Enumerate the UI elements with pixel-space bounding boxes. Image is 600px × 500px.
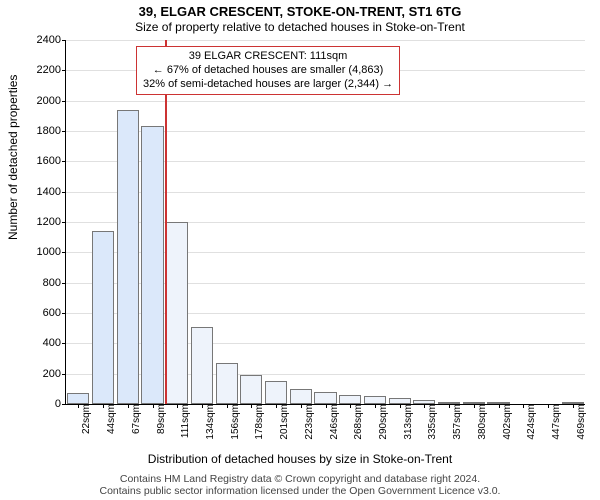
y-tick	[62, 222, 66, 223]
x-tick	[573, 404, 574, 408]
attribution-line1: Contains HM Land Registry data © Crown c…	[0, 473, 600, 486]
x-tick	[251, 404, 252, 408]
histogram-bar	[191, 327, 213, 404]
x-tick	[227, 404, 228, 408]
x-tick-label: 402sqm	[502, 404, 513, 440]
y-tick	[62, 283, 66, 284]
x-tick-label: 156sqm	[230, 404, 241, 440]
chart-subtitle: Size of property relative to detached ho…	[0, 20, 600, 34]
y-tick	[62, 313, 66, 314]
x-tick-label: 178sqm	[254, 404, 265, 440]
histogram-bar	[216, 363, 238, 404]
x-tick	[548, 404, 549, 408]
attribution-line2: Contains public sector information licen…	[0, 485, 600, 498]
histogram-bar	[265, 381, 287, 404]
x-tick-label: 111sqm	[180, 404, 191, 438]
x-tick-label: 447sqm	[551, 404, 562, 440]
histogram-bar	[92, 231, 114, 404]
y-tick	[62, 161, 66, 162]
y-tick-label: 2200	[37, 64, 61, 76]
x-tick-label: 67sqm	[131, 404, 142, 434]
chart-title: 39, ELGAR CRESCENT, STOKE-ON-TRENT, ST1 …	[0, 4, 600, 19]
y-tick-label: 1800	[37, 125, 61, 137]
x-tick-label: 22sqm	[81, 404, 92, 434]
x-tick	[326, 404, 327, 408]
y-axis-label: Number of detached properties	[6, 75, 20, 240]
y-tick	[62, 192, 66, 193]
y-tick	[62, 374, 66, 375]
x-tick	[375, 404, 376, 408]
x-tick	[499, 404, 500, 408]
x-tick-label: 246sqm	[329, 404, 340, 440]
x-tick-label: 469sqm	[576, 404, 587, 440]
histogram-bar	[166, 222, 188, 404]
x-tick	[424, 404, 425, 408]
x-tick-label: 424sqm	[526, 404, 537, 440]
x-axis-label: Distribution of detached houses by size …	[0, 452, 600, 466]
x-tick-label: 335sqm	[427, 404, 438, 440]
y-tick-label: 400	[43, 337, 61, 349]
x-tick	[523, 404, 524, 408]
histogram-bar	[290, 389, 312, 404]
y-tick-label: 800	[43, 277, 61, 289]
x-tick-label: 223sqm	[304, 404, 315, 440]
x-tick-label: 89sqm	[156, 404, 167, 434]
y-tick-label: 200	[43, 368, 61, 380]
y-tick	[62, 101, 66, 102]
x-tick-label: 201sqm	[279, 404, 290, 440]
histogram-bar	[314, 392, 336, 404]
x-tick-label: 380sqm	[477, 404, 488, 440]
histogram-bar	[364, 396, 386, 404]
x-tick	[301, 404, 302, 408]
histogram-bar	[240, 375, 262, 404]
x-tick	[350, 404, 351, 408]
annotation-line1: 39 ELGAR CRESCENT: 111sqm	[143, 50, 393, 64]
x-tick	[474, 404, 475, 408]
x-tick-label: 44sqm	[106, 404, 117, 434]
y-tick	[62, 131, 66, 132]
y-tick	[62, 40, 66, 41]
annotation-box: 39 ELGAR CRESCENT: 111sqm ← 67% of detac…	[136, 46, 400, 95]
y-tick	[62, 343, 66, 344]
x-tick-label: 268sqm	[353, 404, 364, 440]
histogram-bar	[141, 126, 163, 404]
x-tick	[276, 404, 277, 408]
x-tick	[103, 404, 104, 408]
x-tick	[449, 404, 450, 408]
attribution: Contains HM Land Registry data © Crown c…	[0, 473, 600, 498]
y-tick-label: 0	[55, 398, 61, 410]
histogram-bar	[339, 395, 361, 404]
chart-area: 39 ELGAR CRESCENT: 111sqm ← 67% of detac…	[65, 40, 585, 405]
x-tick-label: 134sqm	[205, 404, 216, 440]
x-tick-label: 290sqm	[378, 404, 389, 440]
x-tick	[153, 404, 154, 408]
y-tick-label: 1400	[37, 186, 61, 198]
x-tick	[177, 404, 178, 408]
y-tick	[62, 252, 66, 253]
x-tick	[128, 404, 129, 408]
y-tick-label: 1000	[37, 246, 61, 258]
y-tick-label: 2400	[37, 34, 61, 46]
histogram-bar	[67, 393, 89, 404]
x-tick-label: 357sqm	[452, 404, 463, 440]
histogram-bar	[117, 110, 139, 404]
y-tick-label: 2000	[37, 95, 61, 107]
y-tick	[62, 404, 66, 405]
y-tick-label: 1600	[37, 155, 61, 167]
y-tick-label: 1200	[37, 216, 61, 228]
annotation-line2: ← 67% of detached houses are smaller (4,…	[143, 64, 393, 78]
x-tick	[400, 404, 401, 408]
x-tick	[202, 404, 203, 408]
annotation-line3: 32% of semi-detached houses are larger (…	[143, 78, 393, 92]
y-tick	[62, 70, 66, 71]
x-tick-label: 313sqm	[403, 404, 414, 440]
x-tick	[78, 404, 79, 408]
y-tick-label: 600	[43, 307, 61, 319]
